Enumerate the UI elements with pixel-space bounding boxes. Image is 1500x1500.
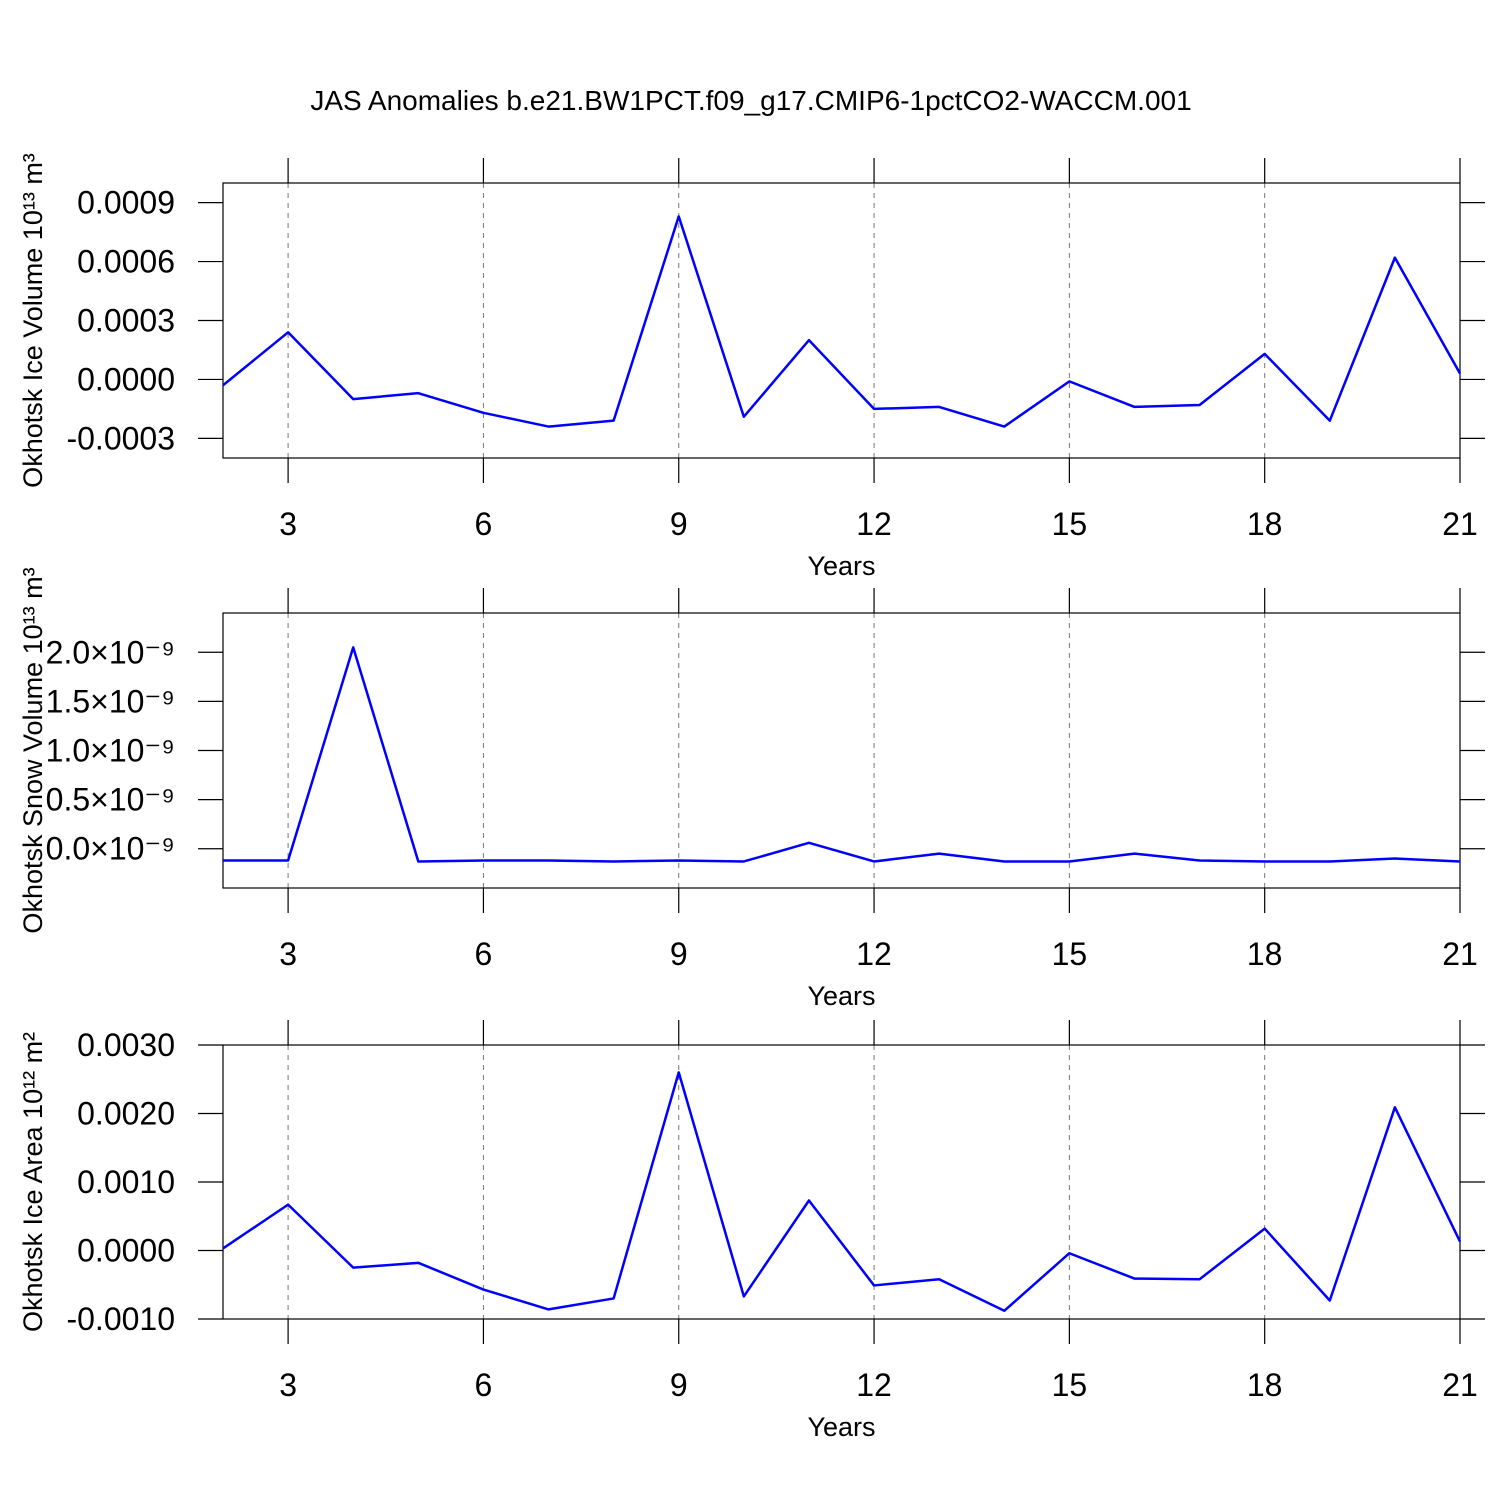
x-tick-label: 21 [1442, 506, 1478, 542]
y-tick-label: -0.0010 [66, 1301, 175, 1337]
x-tick-label: 12 [856, 936, 892, 972]
plot-frame [222, 1044, 1461, 1320]
y-tick-label: -0.0003 [66, 420, 175, 456]
y-tick-label: 0.0006 [77, 244, 175, 280]
y-tick-label: 2.0×10⁻⁹ [46, 634, 175, 670]
y-tick-label: 0.0020 [77, 1096, 175, 1132]
y-axis-label: Okhotsk Ice Volume 10¹³ m³ [18, 153, 48, 488]
y-tick-label: 0.0000 [77, 361, 175, 397]
y-tick-label: 0.5×10⁻⁹ [46, 782, 175, 818]
y-axis-label: Okhotsk Snow Volume 10¹³ m³ [18, 567, 48, 933]
x-tick-label: 6 [475, 936, 493, 972]
x-tick-label: 12 [856, 506, 892, 542]
data-line [222, 1071, 1462, 1313]
x-tick-label: 6 [475, 1367, 493, 1403]
y-tick-label: 1.5×10⁻⁹ [46, 683, 175, 719]
x-axis-label: Years [807, 1412, 875, 1442]
y-tick-label: 0.0009 [77, 185, 175, 221]
x-tick-label: 3 [279, 506, 297, 542]
x-tick-label: 18 [1247, 506, 1283, 542]
plot-frame [222, 612, 1461, 889]
y-tick-label: 0.0003 [77, 303, 175, 339]
y-tick-label: 0.0030 [77, 1027, 175, 1063]
y-tick-label: 0.0×10⁻⁹ [46, 831, 175, 867]
y-tick-label: 0.0000 [77, 1233, 175, 1269]
chart-title: JAS Anomalies b.e21.BW1PCT.f09_g17.CMIP6… [310, 85, 1191, 116]
x-tick-label: 18 [1247, 936, 1283, 972]
x-tick-label: 9 [670, 936, 688, 972]
x-tick-label: 3 [279, 936, 297, 972]
x-tick-label: 15 [1052, 936, 1088, 972]
x-tick-label: 18 [1247, 1367, 1283, 1403]
x-tick-label: 21 [1442, 936, 1478, 972]
x-tick-label: 15 [1052, 1367, 1088, 1403]
y-tick-label: 1.0×10⁻⁹ [46, 733, 175, 769]
x-tick-label: 3 [279, 1367, 297, 1403]
y-axis-label: Okhotsk Ice Area 10¹² m² [18, 1032, 48, 1332]
x-tick-label: 9 [670, 506, 688, 542]
x-tick-label: 6 [475, 506, 493, 542]
x-tick-label: 15 [1052, 506, 1088, 542]
x-tick-label: 21 [1442, 1367, 1478, 1403]
x-axis-label: Years [807, 551, 875, 581]
x-axis-label: Years [807, 981, 875, 1011]
x-tick-label: 9 [670, 1367, 688, 1403]
data-line [222, 215, 1462, 428]
data-line [223, 646, 1461, 863]
y-tick-label: 0.0010 [77, 1164, 175, 1200]
plot-frame [222, 182, 1461, 459]
x-tick-label: 12 [856, 1367, 892, 1403]
